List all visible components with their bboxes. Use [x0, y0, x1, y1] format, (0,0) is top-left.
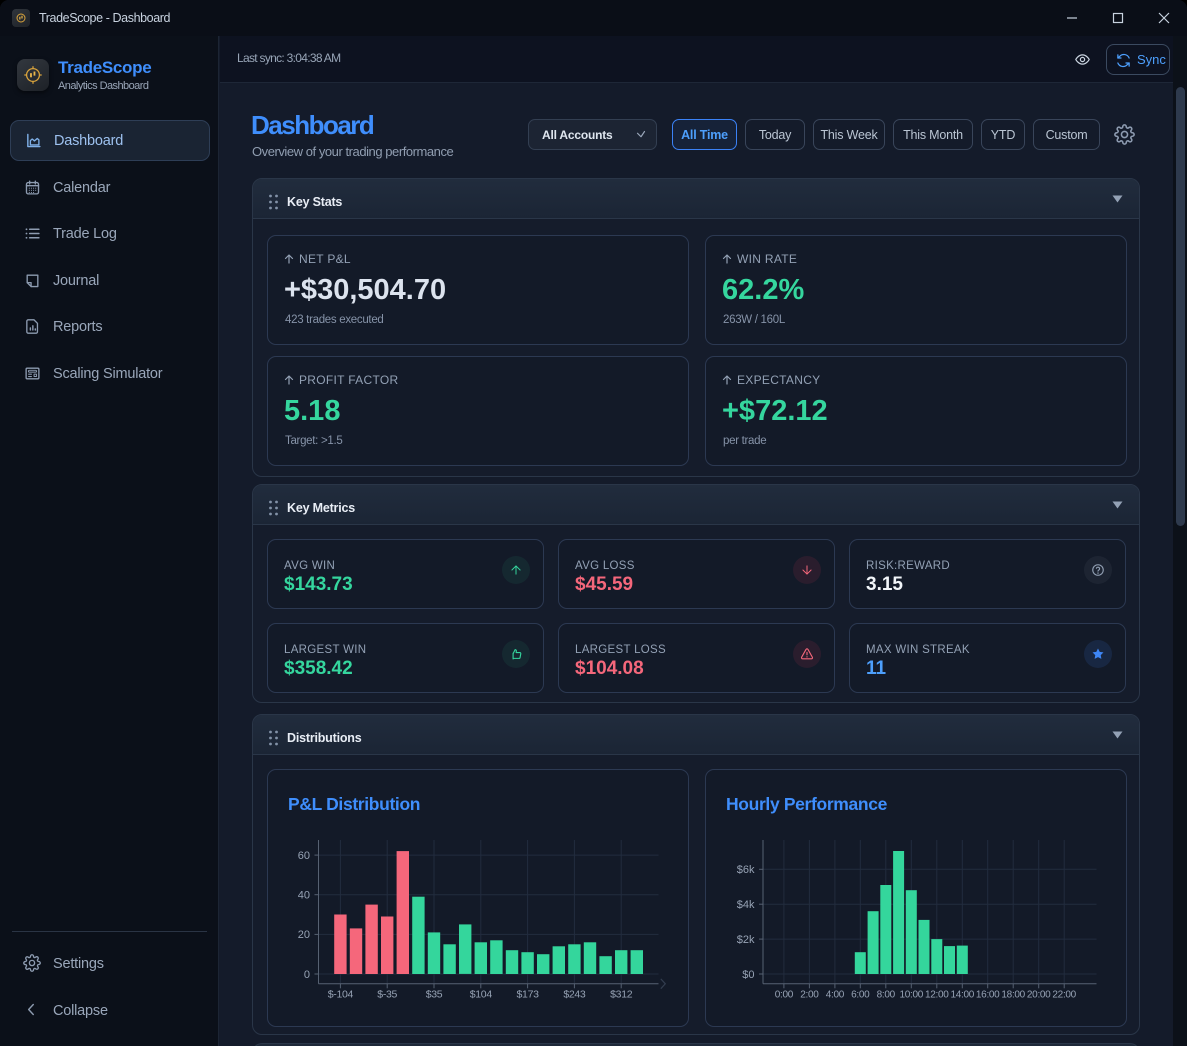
svg-text:$-35: $-35: [377, 988, 397, 1000]
svg-text:$0: $0: [742, 968, 754, 980]
svg-text:$6k: $6k: [737, 864, 755, 876]
svg-text:40: 40: [298, 889, 310, 901]
svg-text:$173: $173: [517, 988, 540, 1000]
svg-text:4:00: 4:00: [826, 989, 845, 1000]
svg-text:$312: $312: [610, 988, 633, 1000]
svg-text:20: 20: [298, 929, 310, 941]
svg-text:0:00: 0:00: [775, 989, 794, 1000]
svg-text:$104: $104: [470, 988, 493, 1000]
svg-text:0: 0: [304, 968, 310, 980]
svg-text:12:00: 12:00: [925, 989, 949, 1000]
svg-text:16:00: 16:00: [976, 989, 1000, 1000]
svg-text:$-104: $-104: [328, 988, 354, 1000]
svg-text:22:00: 22:00: [1052, 989, 1076, 1000]
svg-text:$2k: $2k: [737, 933, 755, 945]
svg-text:8:00: 8:00: [877, 989, 896, 1000]
svg-text:14:00: 14:00: [951, 989, 975, 1000]
svg-text:6:00: 6:00: [851, 989, 870, 1000]
svg-text:18:00: 18:00: [1001, 989, 1025, 1000]
svg-text:$243: $243: [563, 988, 586, 1000]
svg-text:20:00: 20:00: [1027, 989, 1051, 1000]
svg-text:10:00: 10:00: [900, 989, 924, 1000]
svg-text:60: 60: [298, 849, 310, 861]
svg-text:$35: $35: [426, 988, 443, 1000]
svg-text:2:00: 2:00: [800, 989, 819, 1000]
svg-text:$4k: $4k: [737, 899, 755, 911]
